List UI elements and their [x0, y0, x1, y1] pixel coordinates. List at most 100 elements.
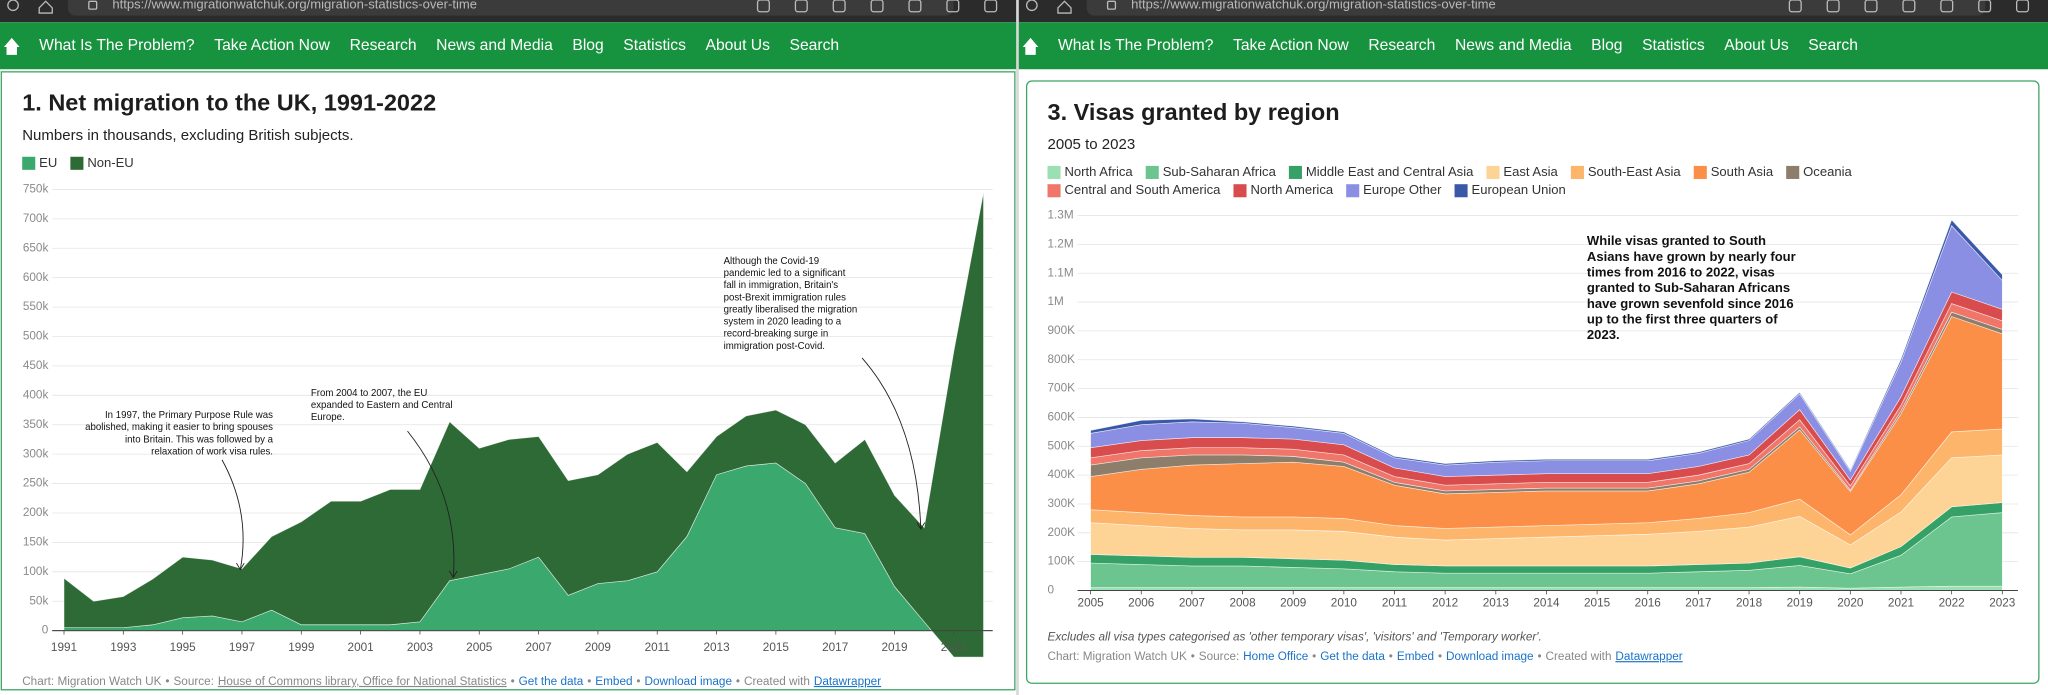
legend-label[interactable]: South Asia: [1711, 164, 1774, 179]
nav-home[interactable]: [1022, 37, 1039, 55]
toolbar-icon[interactable]: [756, 0, 770, 13]
toolbar-icon[interactable]: [908, 0, 922, 13]
nav-item[interactable]: Research: [350, 37, 417, 54]
annotation: 2023.: [1587, 327, 1620, 342]
chart-subtitle: Numbers in thousands, excluding British …: [22, 127, 353, 144]
nav-item[interactable]: Search: [1808, 37, 1858, 54]
y-tick-label: 1M: [1048, 295, 1064, 308]
x-tick-label: 2017: [1685, 597, 1711, 610]
legend-swatch[interactable]: [1570, 165, 1584, 179]
nav-item[interactable]: Statistics: [623, 37, 686, 54]
legend-label[interactable]: Europe Other: [1363, 182, 1442, 197]
nav-item[interactable]: About Us: [706, 37, 771, 54]
legend-swatch[interactable]: [1486, 165, 1500, 179]
x-tick-label: 2003: [407, 641, 434, 654]
footer-text: Source:: [173, 675, 213, 688]
legend-swatch[interactable]: [1346, 184, 1360, 198]
nav-item[interactable]: Search: [790, 37, 840, 54]
legend-swatch[interactable]: [1047, 165, 1061, 179]
legend-swatch[interactable]: [1693, 165, 1707, 179]
legend-label[interactable]: North Africa: [1064, 164, 1133, 179]
footer-link[interactable]: Datawrapper: [814, 675, 881, 688]
toolbar-icon[interactable]: [1978, 0, 1992, 13]
y-tick-label: 700K: [1048, 382, 1076, 395]
legend-swatch[interactable]: [1233, 184, 1247, 198]
footer-link[interactable]: Download image: [1446, 650, 1534, 663]
chart-title: 1. Net migration to the UK, 1991-2022: [22, 90, 436, 116]
footer-link[interactable]: Home Office: [1243, 650, 1309, 663]
x-tick-label: 2001: [348, 641, 374, 654]
legend-label[interactable]: Middle East and Central Asia: [1306, 164, 1474, 179]
footer-link[interactable]: Download image: [644, 675, 732, 688]
toolbar-icon[interactable]: [794, 0, 808, 13]
legend-label[interactable]: Central and South America: [1064, 182, 1221, 197]
footer-text: •: [587, 675, 591, 688]
annotation: times from 2016 to 2022, visas: [1587, 264, 1775, 279]
nav-item[interactable]: Blog: [1591, 37, 1622, 54]
nav-bar: [0, 22, 1017, 70]
divider: [1016, 0, 1019, 695]
toolbar-icon[interactable]: [2016, 0, 2030, 13]
legend-swatch[interactable]: [70, 156, 84, 170]
nav-item[interactable]: Statistics: [1642, 37, 1705, 54]
toolbar-icon[interactable]: [1864, 0, 1878, 13]
legend-label[interactable]: EU: [39, 155, 57, 170]
legend-swatch[interactable]: [1288, 165, 1302, 179]
legend-label[interactable]: Oceania: [1803, 164, 1852, 179]
footer-link[interactable]: House of Commons library, Office for Nat…: [218, 675, 507, 688]
legend-swatch[interactable]: [22, 156, 36, 170]
y-tick-label: 50k: [29, 594, 48, 607]
legend-label[interactable]: Sub-Saharan Africa: [1163, 164, 1277, 179]
home-icon[interactable]: [38, 0, 53, 14]
toolbar-icon[interactable]: [1940, 0, 1954, 13]
legend-swatch[interactable]: [1454, 184, 1468, 198]
home-icon[interactable]: [1057, 0, 1072, 14]
toolbar-icon[interactable]: [946, 0, 960, 13]
legend-swatch[interactable]: [1145, 165, 1159, 179]
legend-swatch[interactable]: [1786, 165, 1800, 179]
x-tick-label: 2005: [466, 641, 493, 654]
legend-label[interactable]: East Asia: [1503, 164, 1558, 179]
footer-link[interactable]: Get the data: [519, 675, 584, 688]
nav-item[interactable]: What Is The Problem?: [1058, 37, 1214, 54]
legend-swatch[interactable]: [1047, 184, 1061, 198]
nav-item[interactable]: Take Action Now: [1233, 37, 1349, 54]
nav-item[interactable]: Research: [1368, 37, 1435, 54]
footer-text: •: [1191, 650, 1195, 663]
annotation: post-Brexit immigration rules: [724, 292, 847, 303]
nav-item[interactable]: About Us: [1724, 37, 1789, 54]
nav-item[interactable]: Blog: [572, 37, 603, 54]
nav-item[interactable]: News and Media: [436, 37, 553, 54]
legend-label[interactable]: European Union: [1472, 182, 1566, 197]
footer-link[interactable]: Embed: [595, 675, 632, 688]
toolbar-icon[interactable]: [1788, 0, 1802, 13]
footer-link[interactable]: Embed: [1397, 650, 1434, 663]
nav-item[interactable]: Take Action Now: [214, 37, 330, 54]
x-tick-label: 1991: [51, 641, 77, 654]
legend-label[interactable]: North America: [1250, 182, 1333, 197]
toolbar-icon[interactable]: [1902, 0, 1916, 13]
toolbar-icon[interactable]: [832, 0, 846, 13]
nav-item[interactable]: What Is The Problem?: [39, 37, 195, 54]
y-tick-label: 650k: [23, 241, 49, 254]
url: https://www.migrationwatchuk.org/migrati…: [1131, 0, 1496, 12]
reload-icon[interactable]: [1025, 0, 1038, 12]
nav-home[interactable]: [3, 37, 20, 55]
legend-label[interactable]: South-East Asia: [1588, 164, 1682, 179]
url: https://www.migrationwatchuk.org/migrati…: [112, 0, 477, 12]
toolbar-icon[interactable]: [1826, 0, 1840, 13]
legend-label[interactable]: Non-EU: [87, 155, 133, 170]
footer-link[interactable]: Datawrapper: [1615, 650, 1682, 663]
annotation: abolished, making it easier to bring spo…: [85, 422, 273, 433]
footer-link[interactable]: Get the data: [1320, 650, 1385, 663]
x-tick-label: 2016: [1635, 597, 1662, 610]
footer-text: •: [511, 675, 515, 688]
reload-icon[interactable]: [7, 0, 19, 12]
chart-footer: Chart: Migration Watch UK • Source: House o…: [22, 675, 881, 688]
x-tick-label: 2007: [526, 641, 552, 654]
nav-item[interactable]: News and Media: [1455, 37, 1572, 54]
toolbar-icon[interactable]: [984, 0, 998, 13]
y-tick-label: 400k: [23, 388, 49, 401]
toolbar-icon[interactable]: [870, 0, 884, 13]
